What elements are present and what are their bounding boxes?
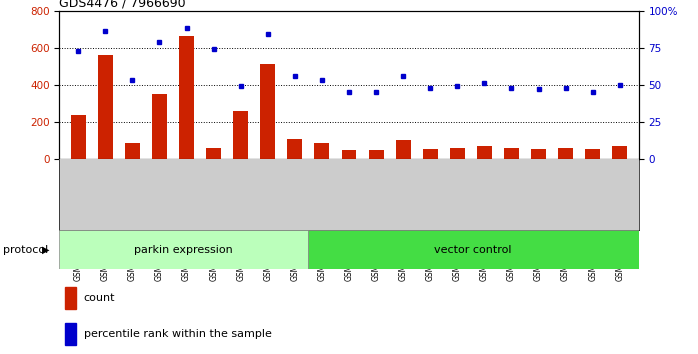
Text: count: count: [84, 293, 115, 303]
Bar: [531, 149, 546, 159]
Text: protocol: protocol: [3, 245, 49, 255]
Bar: [179, 36, 194, 159]
Bar: [369, 150, 383, 159]
Text: parkin expression: parkin expression: [134, 245, 233, 255]
Bar: [65, 287, 75, 309]
Bar: [477, 146, 492, 159]
Bar: [59, 230, 308, 269]
Text: ▶: ▶: [43, 245, 50, 255]
Bar: [260, 64, 275, 159]
Text: percentile rank within the sample: percentile rank within the sample: [84, 329, 272, 339]
Bar: [308, 230, 639, 269]
Bar: [125, 143, 140, 159]
Bar: [152, 94, 167, 159]
Text: vector control: vector control: [434, 245, 512, 255]
Bar: [206, 148, 221, 159]
Bar: [315, 143, 329, 159]
Bar: [504, 148, 519, 159]
Bar: [423, 149, 438, 159]
Bar: [585, 149, 600, 159]
Bar: [65, 323, 75, 345]
Text: GDS4476 / 7966690: GDS4476 / 7966690: [59, 0, 186, 10]
Bar: [98, 55, 113, 159]
Bar: [612, 146, 628, 159]
Bar: [70, 115, 86, 159]
Bar: [450, 148, 465, 159]
Bar: [233, 112, 248, 159]
Bar: [341, 150, 357, 159]
Bar: [288, 139, 302, 159]
Bar: [396, 140, 410, 159]
Bar: [558, 148, 573, 159]
